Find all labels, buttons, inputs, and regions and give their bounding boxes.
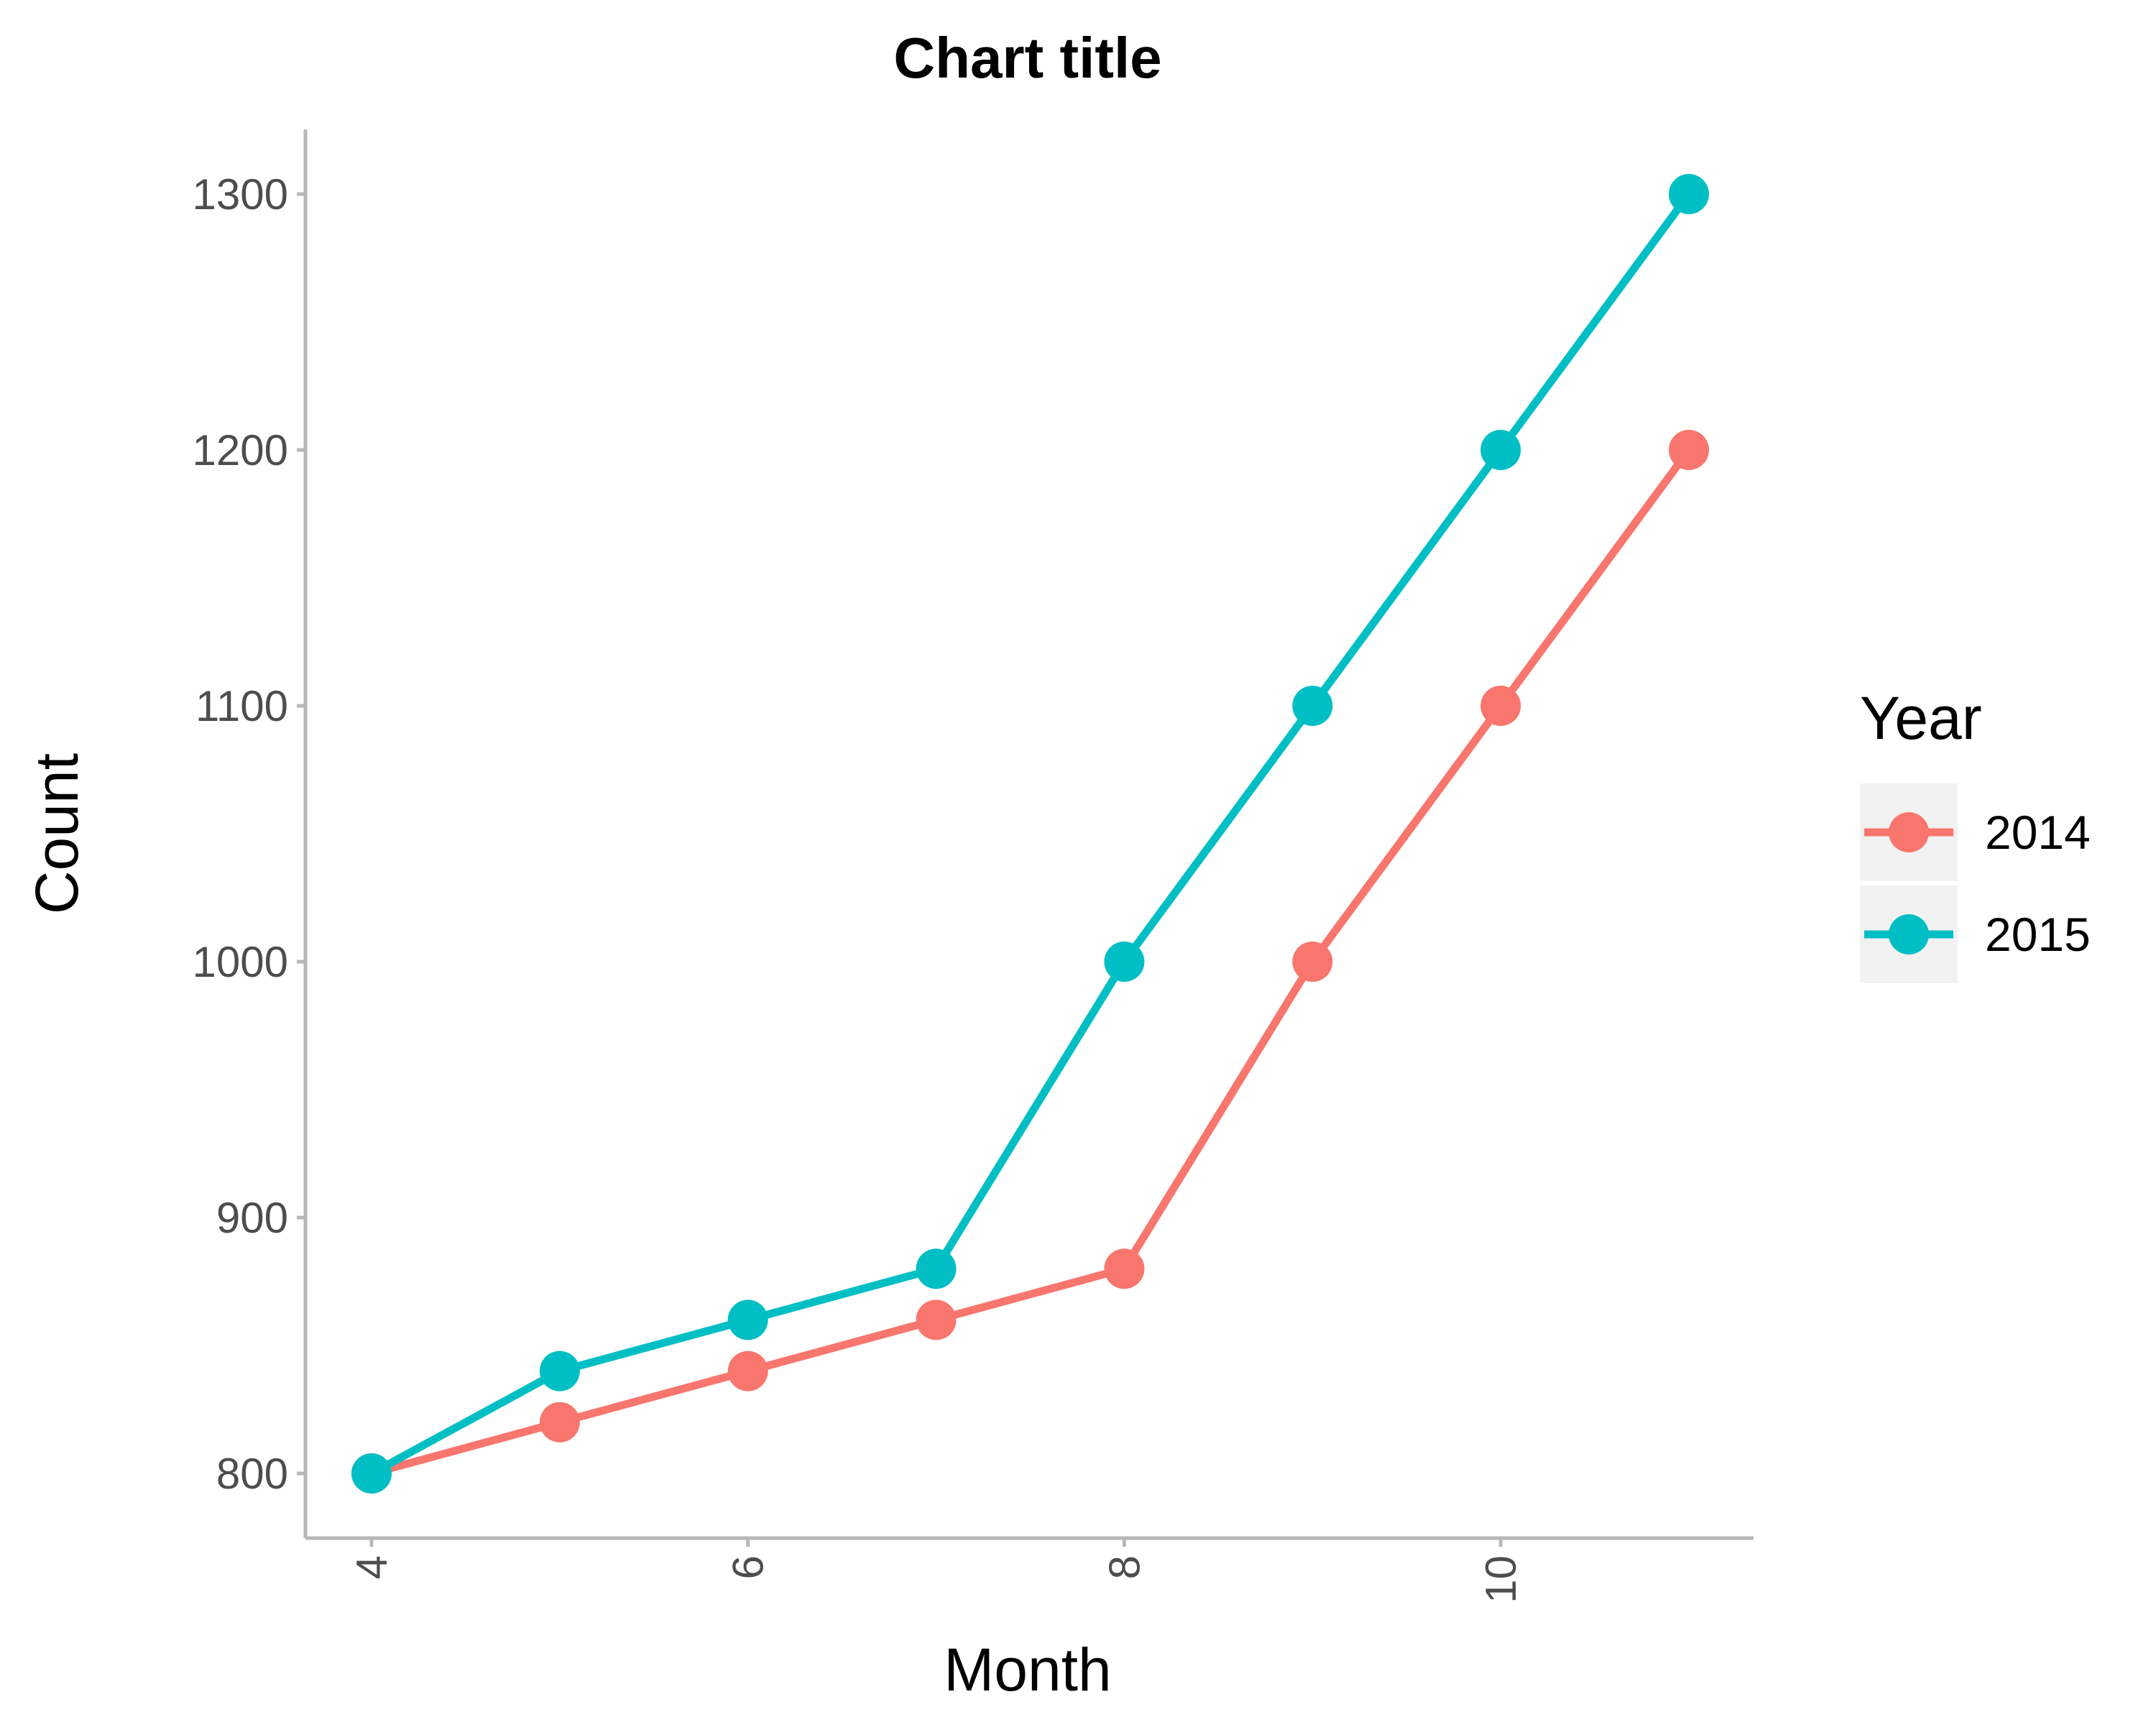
y-tick-label: 800 — [216, 1450, 288, 1498]
data-point-2014 — [727, 1351, 768, 1392]
x-axis-ticks: 4 6 8 10 — [348, 1538, 1525, 1604]
y-tick-label: 900 — [216, 1194, 288, 1242]
chart-title: Chart title — [893, 26, 1161, 90]
series-line-2014 — [370, 447, 1692, 1478]
data-point-2014 — [1480, 686, 1521, 726]
data-point-2015 — [916, 1248, 957, 1289]
legend-label: 2014 — [1985, 806, 2091, 859]
y-tick-label: 1200 — [193, 426, 288, 474]
x-tick-label: 8 — [1100, 1555, 1148, 1579]
legend-label: 2015 — [1985, 908, 2091, 961]
data-point-2015 — [1480, 430, 1521, 470]
data-point-2014 — [916, 1300, 957, 1340]
y-tick-label: 1300 — [193, 170, 288, 218]
legend: Year 2014 2015 — [1860, 684, 2091, 983]
data-point-2015 — [1104, 942, 1145, 982]
data-point-2014 — [1292, 942, 1333, 982]
data-point-2015 — [1669, 174, 1709, 214]
y-axis-title: Count — [23, 753, 91, 914]
data-point-2014 — [1104, 1248, 1145, 1289]
y-tick-label: 1000 — [193, 938, 288, 986]
data-point-2015 — [1292, 686, 1333, 726]
y-tick-label: 1100 — [195, 682, 288, 730]
data-point-2015 — [351, 1453, 392, 1494]
data-point-2015 — [539, 1351, 580, 1392]
plot-area: 800 900 1000 1100 1200 1300 4 6 8 10 — [193, 129, 1754, 1604]
legend-title: Year — [1860, 684, 1982, 752]
y-axis-ticks: 800 900 1000 1100 1200 1300 — [193, 170, 305, 1498]
legend-point-swatch — [1889, 812, 1929, 852]
x-tick-label: 10 — [1477, 1555, 1525, 1604]
series-points — [351, 174, 1709, 1494]
legend-items: 2014 2015 — [1860, 783, 2091, 983]
series-lines — [369, 191, 1692, 1478]
data-point-2014 — [539, 1402, 580, 1443]
legend-item-2015: 2015 — [1860, 886, 2091, 983]
data-point-2015 — [727, 1300, 768, 1340]
x-tick-label: 6 — [724, 1555, 773, 1579]
x-axis-title: Month — [944, 1636, 1111, 1703]
x-tick-label: 4 — [348, 1555, 396, 1579]
data-point-2014 — [1669, 430, 1709, 470]
legend-item-2014: 2014 — [1860, 783, 2091, 881]
series-line-2015 — [369, 191, 1692, 1477]
legend-point-swatch — [1889, 914, 1929, 954]
